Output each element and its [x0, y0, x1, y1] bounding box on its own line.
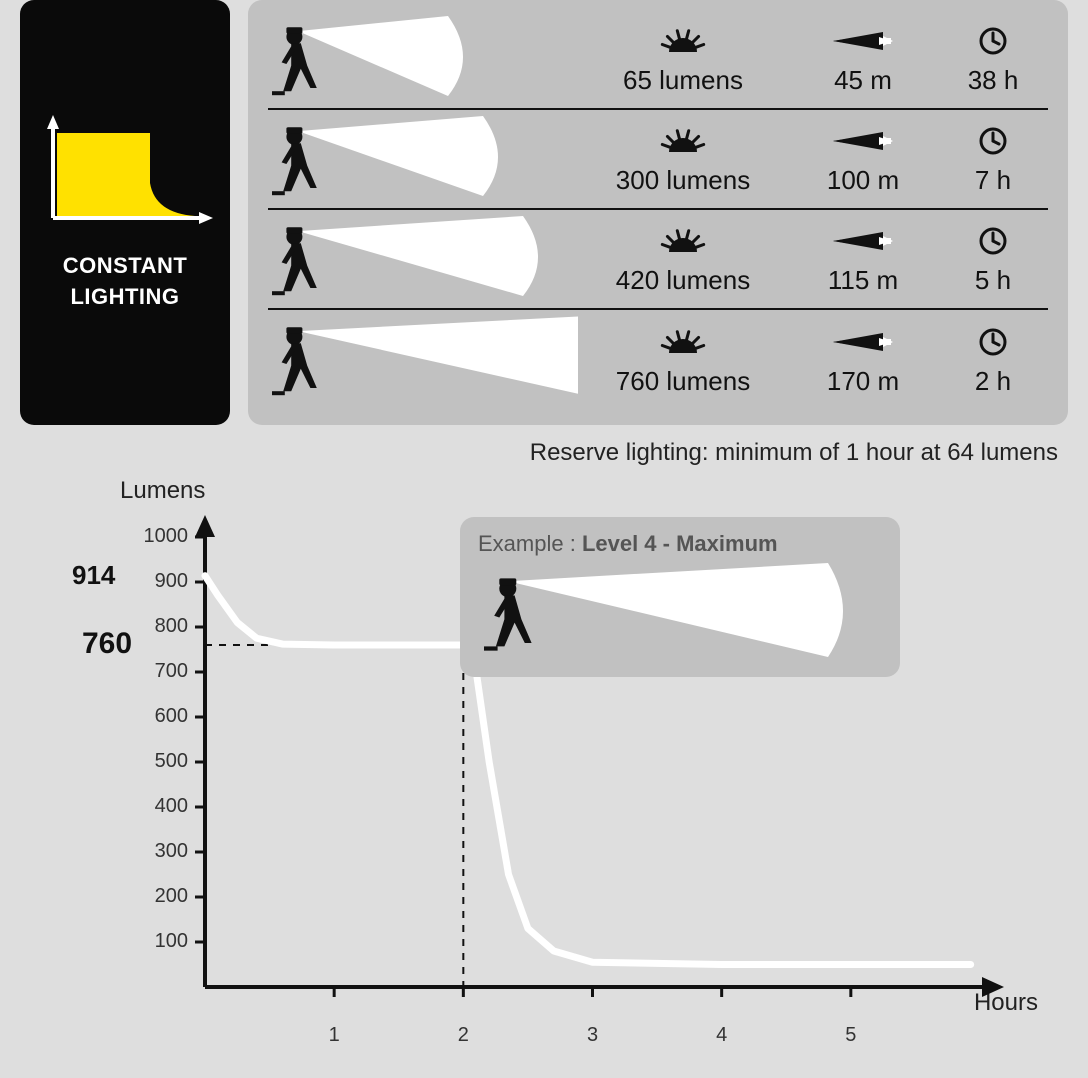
constant-graph-icon	[35, 113, 215, 233]
callout-914: 914	[72, 560, 115, 591]
walker-beam-icon	[268, 10, 578, 106]
distance-value: 170 m	[788, 366, 938, 397]
sunrise-icon	[578, 123, 788, 159]
time-cell: 2 h	[938, 324, 1048, 397]
time-value: 2 h	[938, 366, 1048, 397]
x-tick-label: 1	[329, 1024, 340, 1047]
chart-area: Lumens Hours Example : Level 4 - Maximum…	[20, 477, 1068, 1067]
x-tick-label: 5	[845, 1024, 856, 1047]
x-tick-label: 3	[587, 1024, 598, 1047]
y-tick-label: 700	[128, 660, 188, 683]
distance-cell: 100 m	[788, 123, 938, 196]
y-tick-label: 200	[128, 885, 188, 908]
y-tick-label: 300	[128, 840, 188, 863]
constant-label-1: CONSTANT	[63, 253, 188, 278]
time-value: 5 h	[938, 265, 1048, 296]
clock-icon	[938, 223, 1048, 259]
x-tick-label: 2	[458, 1024, 469, 1047]
lumens-cell: 300 lumens	[578, 123, 788, 196]
clock-icon	[938, 324, 1048, 360]
spec-row: 420 lumens 115 m 5 h	[268, 210, 1048, 310]
y-tick-label: 900	[128, 570, 188, 593]
y-tick-label: 800	[128, 615, 188, 638]
lumens-value: 760 lumens	[578, 366, 788, 397]
walker-beam-icon	[268, 110, 578, 206]
distance-arrow-icon	[788, 23, 938, 59]
lumens-value: 300 lumens	[578, 165, 788, 196]
constant-lighting-panel: CONSTANT LIGHTING	[20, 0, 230, 425]
reserve-note: Reserve lighting: minimum of 1 hour at 6…	[0, 425, 1088, 467]
y-tick-label: 600	[128, 705, 188, 728]
clock-icon	[938, 123, 1048, 159]
time-cell: 5 h	[938, 223, 1048, 296]
sunrise-icon	[578, 23, 788, 59]
walker-beam-icon	[268, 210, 578, 306]
walker-beam-icon	[268, 310, 578, 406]
beam-cell	[268, 210, 578, 308]
spec-row: 65 lumens 45 m 38 h	[268, 10, 1048, 110]
y-tick-label: 400	[128, 795, 188, 818]
lumens-cell: 420 lumens	[578, 223, 788, 296]
sunrise-icon	[578, 223, 788, 259]
time-value: 7 h	[938, 165, 1048, 196]
callout-760: 760	[82, 627, 132, 661]
time-cell: 7 h	[938, 123, 1048, 196]
lumens-cell: 760 lumens	[578, 324, 788, 397]
distance-arrow-icon	[788, 123, 938, 159]
y-tick-label: 1000	[128, 525, 188, 548]
distance-value: 100 m	[788, 165, 938, 196]
beam-cell	[268, 310, 578, 410]
lumens-value: 420 lumens	[578, 265, 788, 296]
lumens-cell: 65 lumens	[578, 23, 788, 96]
beam-cell	[268, 110, 578, 208]
lumens-value: 65 lumens	[578, 65, 788, 96]
constant-label-2: LIGHTING	[70, 284, 179, 309]
x-tick-label: 4	[716, 1024, 727, 1047]
example-title: Example : Level 4 - Maximum	[478, 531, 882, 557]
specs-table: 65 lumens 45 m 38 h 300 lumens 100	[248, 0, 1068, 425]
distance-cell: 45 m	[788, 23, 938, 96]
time-value: 38 h	[938, 65, 1048, 96]
time-cell: 38 h	[938, 23, 1048, 96]
sunrise-icon	[578, 324, 788, 360]
example-box: Example : Level 4 - Maximum	[460, 517, 900, 677]
spec-row: 760 lumens 170 m 2 h	[268, 310, 1048, 410]
distance-cell: 115 m	[788, 223, 938, 296]
clock-icon	[938, 23, 1048, 59]
distance-arrow-icon	[788, 324, 938, 360]
top-section: CONSTANT LIGHTING 65 lumens 45 m 38 h	[0, 0, 1088, 425]
distance-value: 45 m	[788, 65, 938, 96]
distance-value: 115 m	[788, 265, 938, 296]
example-beam-icon	[478, 557, 888, 667]
beam-cell	[268, 10, 578, 108]
y-tick-label: 500	[128, 750, 188, 773]
spec-row: 300 lumens 100 m 7 h	[268, 110, 1048, 210]
distance-arrow-icon	[788, 223, 938, 259]
distance-cell: 170 m	[788, 324, 938, 397]
y-tick-label: 100	[128, 930, 188, 953]
